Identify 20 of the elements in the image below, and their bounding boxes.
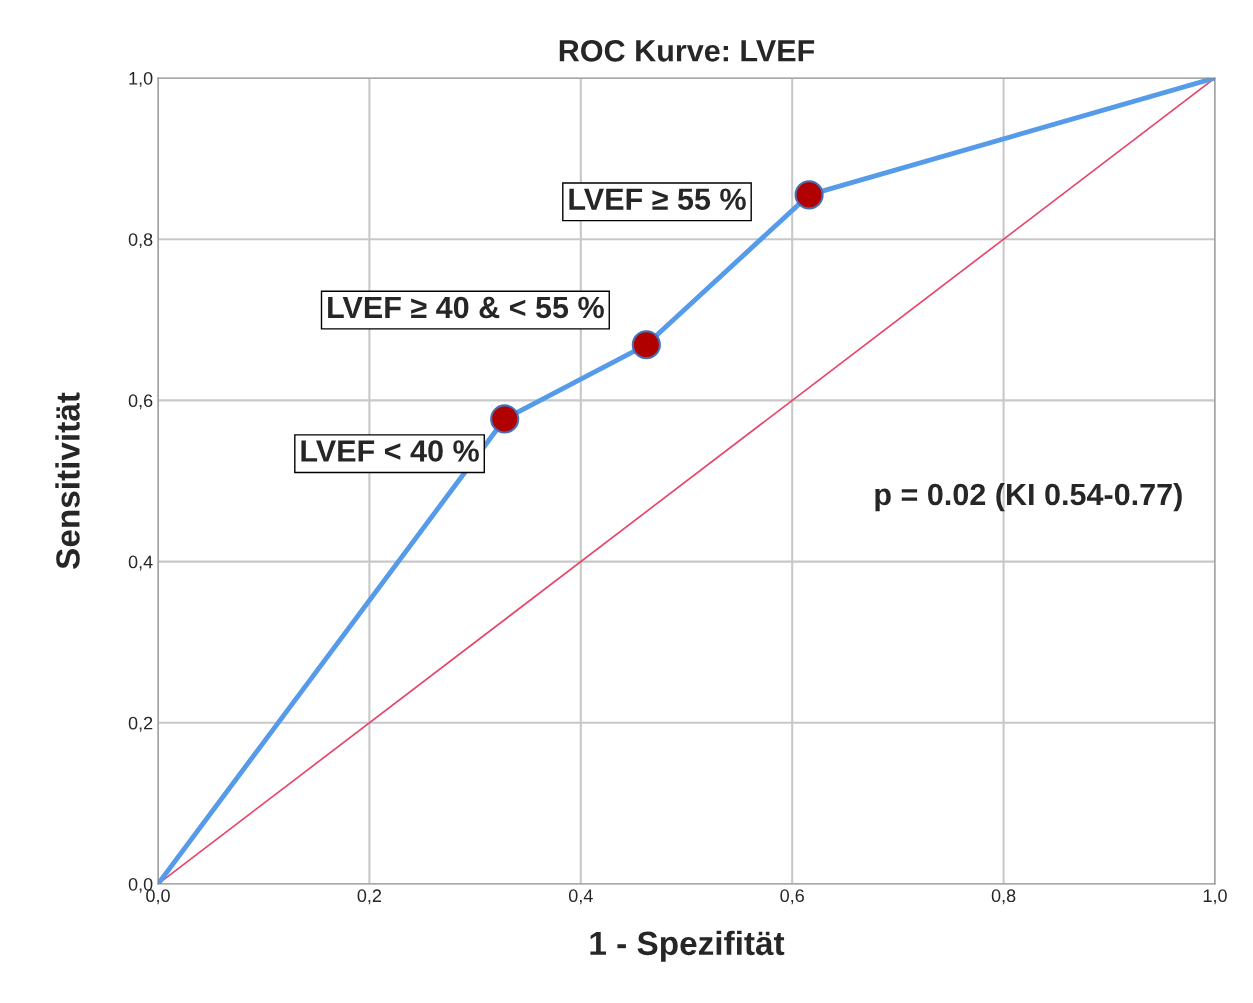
x-tick-label: 0,8 — [991, 889, 1016, 905]
point — [631, 330, 661, 360]
y-tick-label: 0,8 — [128, 233, 153, 249]
point — [490, 404, 520, 434]
x-tick-label: 0,2 — [357, 889, 382, 905]
y-axis-title: Sensitivität — [55, 392, 80, 569]
y-tick-label: 0,4 — [128, 555, 153, 571]
chart-title: ROC Kurve: LVEF — [559, 40, 815, 62]
y-tick-label: 1,0 — [129, 71, 153, 87]
annotation: LVEF ≥ 40 & < 55 % — [328, 296, 604, 319]
x-tick-label: 1,0 — [1203, 889, 1227, 905]
x-axis-title: 1 - Spezifität — [590, 930, 785, 962]
y-tick-label: 0,6 — [128, 394, 153, 410]
annotation: LVEF ≥ 55 % — [569, 188, 746, 211]
x-tick-label: 0,6 — [780, 889, 804, 905]
annotation: LVEF < 40 % — [301, 440, 479, 462]
x-tick-label: 0,4 — [568, 889, 593, 905]
annotation: p = 0.02 (KI 0.54-0.77) — [875, 482, 1182, 512]
point — [794, 180, 824, 210]
y-tick-label: 0,2 — [128, 716, 153, 732]
